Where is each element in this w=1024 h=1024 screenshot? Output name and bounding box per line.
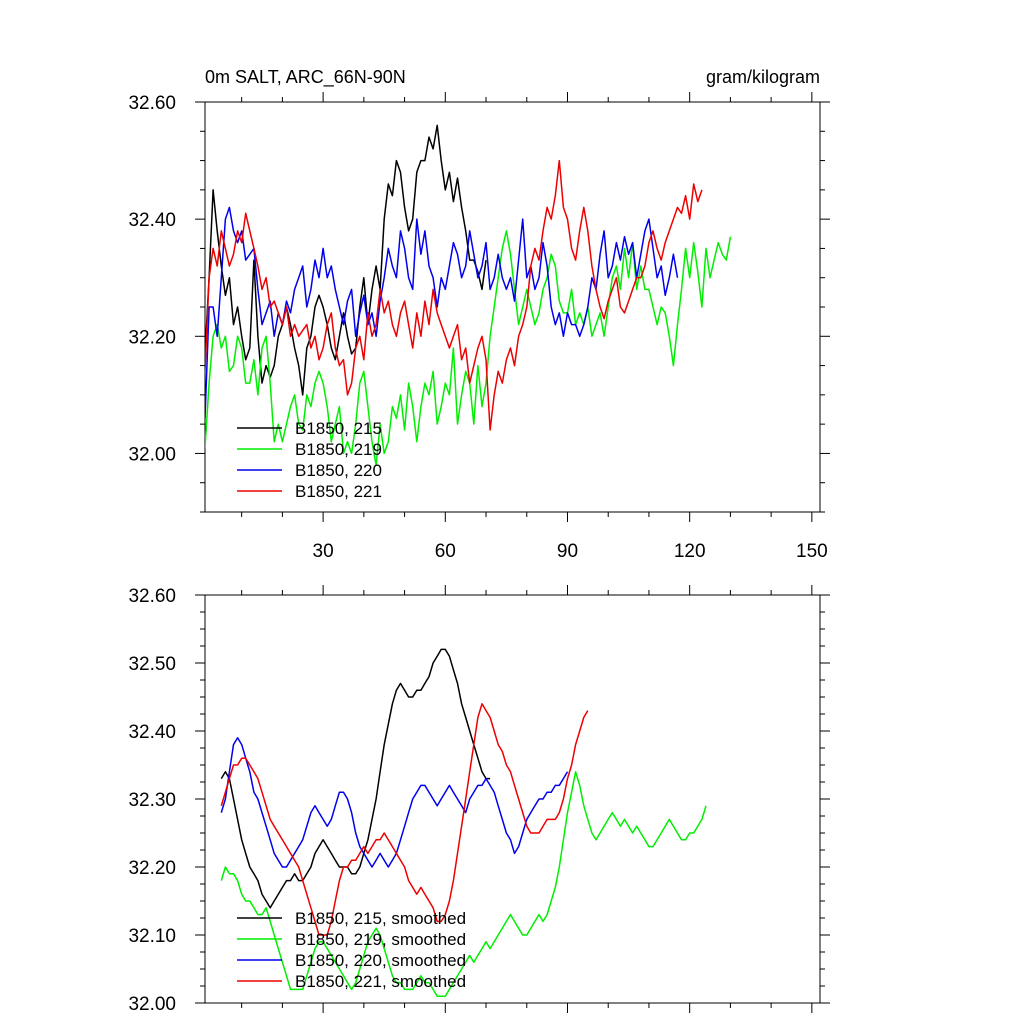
x-tick-label: 30 <box>313 541 334 562</box>
legend-label: B1850, 219, smoothed <box>295 930 466 949</box>
x-tick-label: 120 <box>674 541 706 562</box>
y-tick-label: 32.20 <box>128 858 176 879</box>
legend: B1850, 215, smoothed B1850, 219, smoothed… <box>237 909 466 991</box>
series-line-b1850-219 <box>205 230 732 466</box>
chart-title: 0m SALT, ARC_66N-90N <box>205 67 406 88</box>
series-line-b1850-215 <box>205 124 487 396</box>
bottom-panel: 32.00 32.10 32.20 32.30 32.40 32.50 32.60 B1850… <box>128 585 830 1015</box>
y-tick-label: 32.00 <box>128 994 176 1015</box>
series-line-b1850-215-smoothed <box>220 648 491 909</box>
series-line-b1850-221-smoothed <box>220 703 589 936</box>
legend-label: B1850, 220, smoothed <box>295 951 466 970</box>
legend-label: B1850, 215 <box>295 419 382 438</box>
units-label: gram/kilogram <box>706 67 820 87</box>
y-tick-label: 32.10 <box>128 926 176 947</box>
y-tick-label: 32.50 <box>128 654 176 675</box>
legend-label: B1850, 221, smoothed <box>295 972 466 991</box>
series-line-b1850-221 <box>205 159 703 431</box>
legend-label: B1850, 220 <box>295 461 382 480</box>
x-tick-label: 150 <box>796 541 828 562</box>
legend-label: B1850, 221 <box>295 482 382 501</box>
y-tick-label: 32.00 <box>128 444 176 465</box>
x-tick-label: 90 <box>557 541 578 562</box>
series-line-b1850-219-smoothed <box>220 771 707 997</box>
y-tick-label: 32.20 <box>128 327 176 348</box>
y-tick-label: 32.60 <box>128 93 176 114</box>
series-line-b1850-220-smoothed <box>220 737 569 868</box>
x-tick-label: 60 <box>435 541 456 562</box>
legend: B1850, 215 B1850, 219 B1850, 220 B1850, 221 <box>237 419 382 501</box>
y-tick-label: 32.30 <box>128 790 176 811</box>
y-tick-label: 32.40 <box>128 210 176 231</box>
y-tick-label: 32.60 <box>128 586 176 607</box>
series-group <box>205 124 732 466</box>
top-panel: 0m SALT, ARC_66N-90N gram/kilogram 30 60 9… <box>128 67 830 562</box>
y-tick-label: 32.40 <box>128 722 176 743</box>
legend-label: B1850, 219 <box>295 440 382 459</box>
legend-label: B1850, 215, smoothed <box>295 909 466 928</box>
series-group <box>220 648 707 997</box>
